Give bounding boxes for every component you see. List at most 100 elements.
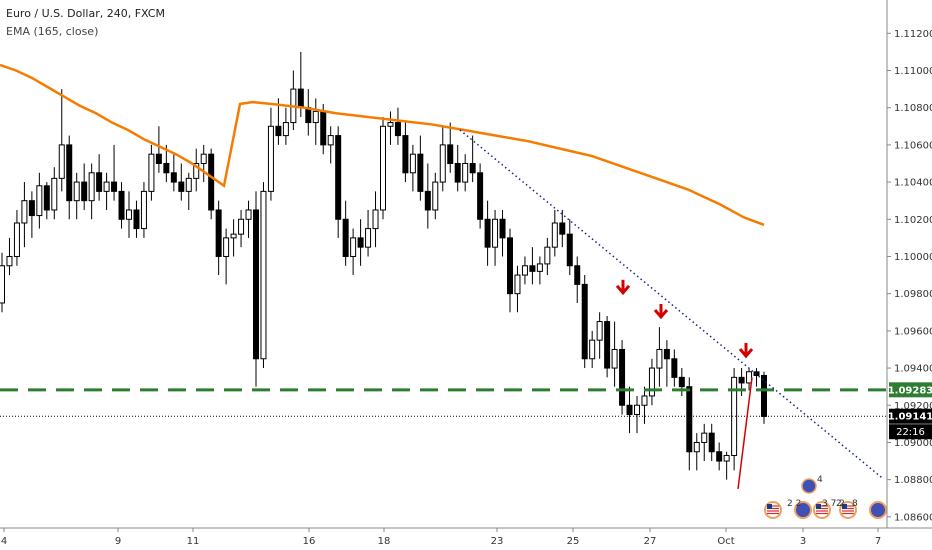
ema-line[interactable] xyxy=(0,63,765,227)
candle-body xyxy=(223,237,230,257)
candle-body xyxy=(28,200,35,217)
candle-body xyxy=(103,181,110,192)
rising-line[interactable] xyxy=(737,377,753,490)
candle-body xyxy=(193,162,200,179)
candle-body xyxy=(0,265,5,304)
candle-body xyxy=(267,125,274,192)
chart-title: Euro / U.S. Dollar, 240, FXCM xyxy=(6,7,165,20)
globe-event-icon[interactable] xyxy=(801,478,817,494)
candle-body xyxy=(387,122,394,127)
candle-body xyxy=(738,376,745,384)
candle-body xyxy=(208,153,215,211)
candle-body xyxy=(626,404,633,416)
candle-body xyxy=(678,376,685,388)
candle-body xyxy=(469,162,476,174)
candle-body xyxy=(13,222,20,257)
candle-body xyxy=(671,358,678,378)
candle-body xyxy=(200,153,207,164)
arrow-head xyxy=(615,284,631,296)
y-tick-label: 1.10200 xyxy=(894,215,932,226)
candle-body xyxy=(462,162,469,183)
down-arrow-icon xyxy=(738,343,754,359)
event-count-label: 2 2 xyxy=(787,499,801,509)
us-flag-event-icon[interactable] xyxy=(764,501,782,519)
candle-body xyxy=(611,348,618,369)
y-tick-label: 1.09400 xyxy=(894,364,932,375)
candle-body xyxy=(514,274,521,295)
down-arrow-icon xyxy=(653,303,669,320)
candle-body xyxy=(350,237,357,257)
candle-body xyxy=(409,153,416,174)
candle-body xyxy=(21,200,28,224)
candle-body xyxy=(551,222,558,248)
candle-body xyxy=(701,432,708,443)
ema-indicator-label[interactable]: EMA (165, close) xyxy=(6,25,99,38)
candle-body xyxy=(253,209,259,360)
candle-body xyxy=(51,177,58,211)
x-tick-label: 3 xyxy=(800,536,806,547)
candle-body xyxy=(454,162,461,183)
candle-body xyxy=(275,125,282,137)
candle-body xyxy=(327,135,334,146)
candle-body xyxy=(402,135,409,174)
candle-body xyxy=(492,218,499,248)
support-price-label-box xyxy=(889,382,932,398)
candle-body xyxy=(66,144,73,202)
event-circle xyxy=(801,478,817,494)
y-tick-label: 1.09800 xyxy=(894,289,932,300)
candle-body xyxy=(365,228,372,248)
candle-body xyxy=(761,374,767,417)
flag-canton xyxy=(767,504,772,509)
countdown-label: 22:16 xyxy=(896,427,925,438)
flag-canton xyxy=(816,504,821,509)
us-flag-event-icon[interactable] xyxy=(813,501,831,519)
x-tick-label: 7 xyxy=(875,536,881,547)
x-tick-label: 18 xyxy=(378,536,391,547)
arrow-head xyxy=(653,309,669,320)
candle-body xyxy=(424,190,431,211)
us-flag-event-icon[interactable] xyxy=(839,501,857,519)
candle-body xyxy=(566,233,573,267)
event-circle xyxy=(869,501,887,519)
candle-body xyxy=(477,172,484,220)
candle-body xyxy=(731,376,738,456)
x-tick-label: 23 xyxy=(491,536,504,547)
candle-body xyxy=(559,222,566,235)
candle-body xyxy=(581,283,588,360)
candle-body xyxy=(297,88,304,109)
candle-body xyxy=(380,125,386,211)
candle-body xyxy=(394,122,401,137)
candle-body xyxy=(185,177,192,192)
candle-body xyxy=(529,265,536,272)
globe-event-icon[interactable] xyxy=(869,501,887,519)
candle-body xyxy=(282,122,289,137)
candle-body xyxy=(96,172,103,192)
globe-event-icon[interactable] xyxy=(794,501,812,519)
candle-body xyxy=(656,348,663,369)
trendline[interactable] xyxy=(459,129,883,479)
candle-body xyxy=(439,144,446,183)
candle-body xyxy=(260,190,267,360)
support-price-label: 1.09283 xyxy=(888,385,932,396)
x-tick-label: Oct xyxy=(717,536,734,547)
y-tick-label: 1.09000 xyxy=(894,438,932,449)
candle-body xyxy=(648,367,655,397)
candle-body xyxy=(133,209,140,230)
x-tick-label: 4 xyxy=(1,536,7,547)
candle-body xyxy=(155,153,162,164)
x-tick-label: 16 xyxy=(303,536,316,547)
candle-body xyxy=(170,172,177,183)
candle-body xyxy=(118,190,125,220)
candle-body xyxy=(447,144,454,164)
candle-body xyxy=(73,181,80,202)
candle-body xyxy=(686,386,693,453)
candle-body xyxy=(521,265,528,276)
flag-canton xyxy=(842,504,847,509)
candle-body xyxy=(536,263,543,272)
candles-layer xyxy=(0,51,767,480)
candle-body xyxy=(230,233,237,239)
candle-body xyxy=(312,110,319,124)
candle-body xyxy=(723,454,730,462)
candle-body xyxy=(596,321,603,341)
